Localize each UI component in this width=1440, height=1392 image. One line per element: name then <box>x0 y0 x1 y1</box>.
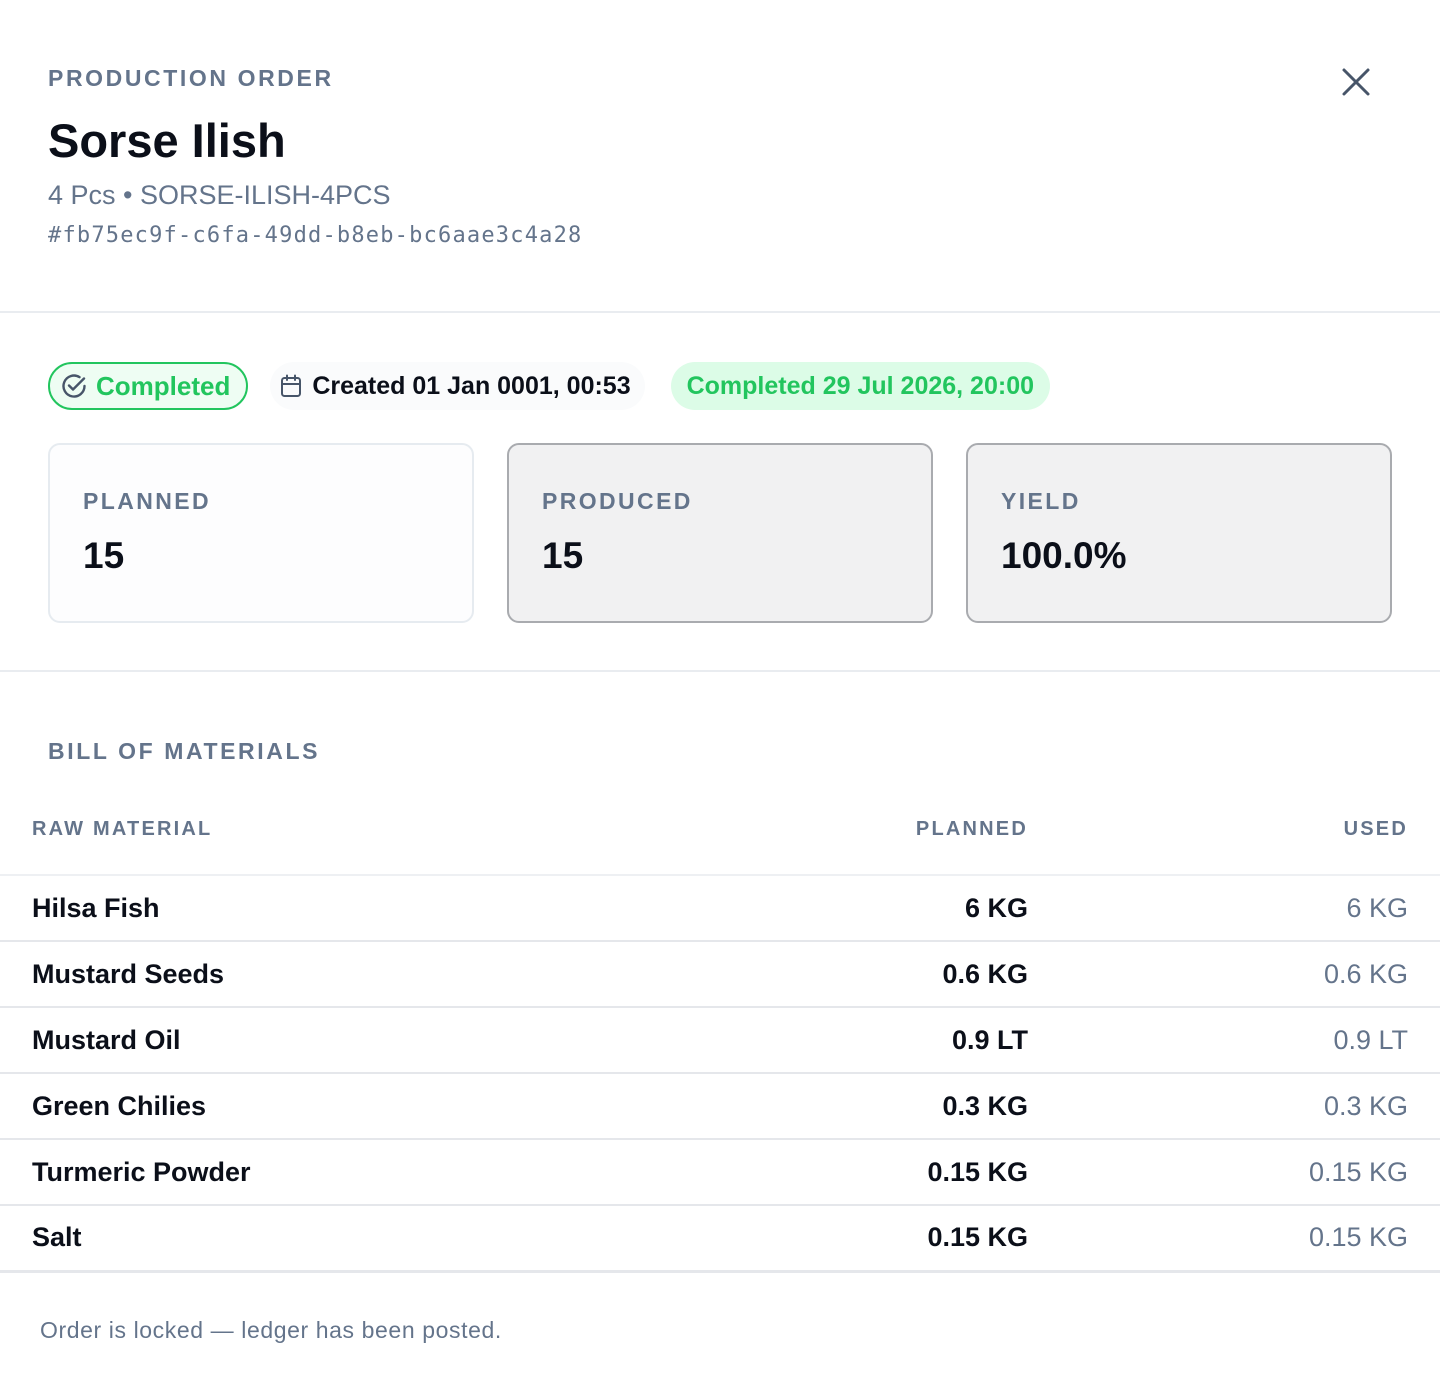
modal-header: PRODUCTION ORDER Sorse Ilish 4 Pcs • SOR… <box>0 0 1440 313</box>
bom-table: RAW MATERIAL PLANNED USED Hilsa Fish 6 K… <box>0 817 1440 1273</box>
page-title: Sorse Ilish <box>48 114 286 167</box>
material-name: Mustard Seeds <box>0 941 600 1008</box>
material-planned: 0.15 KG <box>600 1205 1028 1273</box>
order-id: #fb75ec9f-c6fa-49dd-b8eb-bc6aae3c4a28 <box>48 223 583 248</box>
table-header-row: RAW MATERIAL PLANNED USED <box>0 817 1440 876</box>
stat-label: YIELD <box>1001 488 1081 514</box>
stat-value: 100.0% <box>1001 535 1127 576</box>
created-date-label: Created 01 Jan 0001, 00:53 <box>312 371 631 400</box>
material-used: 6 KG <box>1028 875 1440 942</box>
material-planned: 0.3 KG <box>600 1073 1028 1140</box>
material-name: Salt <box>0 1205 600 1273</box>
stats-row: PLANNED 15 PRODUCED 15 YIELD 100.0% <box>48 443 1392 623</box>
table-row: Mustard Oil 0.9 LT 0.9 LT <box>0 1007 1440 1074</box>
material-planned: 0.6 KG <box>600 941 1028 1008</box>
created-date-chip: Created 01 Jan 0001, 00:53 <box>270 362 645 410</box>
material-name: Green Chilies <box>0 1073 600 1140</box>
bom-heading: BILL OF MATERIALS <box>48 738 321 764</box>
column-header-raw-material: RAW MATERIAL <box>0 817 600 876</box>
material-name: Mustard Oil <box>0 1007 600 1074</box>
material-planned: 0.15 KG <box>600 1139 1028 1206</box>
completed-date-label: Completed 29 Jul 2026, 20:00 <box>686 371 1034 400</box>
close-icon <box>1342 68 1370 96</box>
material-planned: 6 KG <box>600 875 1028 942</box>
material-used: 0.3 KG <box>1028 1073 1440 1140</box>
table-row: Mustard Seeds 0.6 KG 0.6 KG <box>0 941 1440 1008</box>
product-subtitle: 4 Pcs • SORSE-ILISH-4PCS <box>48 180 391 210</box>
status-label: Completed <box>96 370 231 401</box>
material-name: Turmeric Powder <box>0 1139 600 1206</box>
completed-date-chip: Completed 29 Jul 2026, 20:00 <box>670 362 1050 410</box>
stat-card-planned: PLANNED 15 <box>48 443 474 623</box>
material-used: 0.15 KG <box>1028 1205 1440 1273</box>
check-circle-icon <box>60 372 88 400</box>
table-row: Hilsa Fish 6 KG 6 KG <box>0 875 1440 942</box>
stat-label: PLANNED <box>83 488 211 514</box>
table-row: Turmeric Powder 0.15 KG 0.15 KG <box>0 1139 1440 1206</box>
table-row: Salt 0.15 KG 0.15 KG <box>0 1205 1440 1273</box>
material-used: 0.15 KG <box>1028 1139 1440 1206</box>
column-header-used: USED <box>1028 817 1440 876</box>
stat-value: 15 <box>542 535 584 576</box>
calendar-icon <box>280 374 302 398</box>
status-row: Completed Created 01 Jan 0001, 00:53 Com… <box>48 361 1392 411</box>
status-badge: Completed <box>48 362 249 410</box>
material-name: Hilsa Fish <box>0 875 600 942</box>
stat-value: 15 <box>83 535 125 576</box>
table-row: Green Chilies 0.3 KG 0.3 KG <box>0 1073 1440 1140</box>
order-overview: Completed Created 01 Jan 0001, 00:53 Com… <box>0 313 1440 672</box>
stat-label: PRODUCED <box>542 488 693 514</box>
stat-card-produced: PRODUCED 15 <box>507 443 933 623</box>
column-header-planned: PLANNED <box>600 817 1028 876</box>
close-button[interactable] <box>1338 64 1374 100</box>
stat-card-yield: YIELD 100.0% <box>966 443 1392 623</box>
eyebrow-label: PRODUCTION ORDER <box>48 65 334 91</box>
material-planned: 0.9 LT <box>600 1007 1028 1074</box>
locked-notice: Order is locked — ledger has been posted… <box>40 1316 502 1343</box>
material-used: 0.6 KG <box>1028 941 1440 1008</box>
material-used: 0.9 LT <box>1028 1007 1440 1074</box>
